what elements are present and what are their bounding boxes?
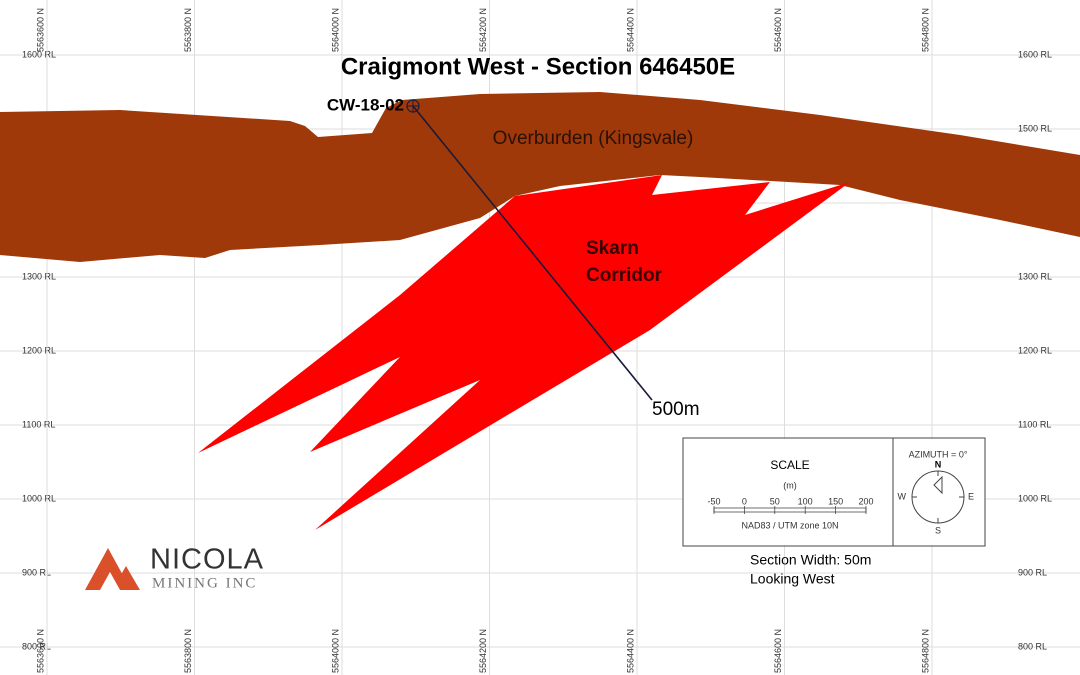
northing-label: 5563600 N bbox=[35, 629, 45, 673]
northing-label: 5563800 N bbox=[183, 8, 193, 52]
northing-label: 5564800 N bbox=[920, 629, 930, 673]
scale-box bbox=[682, 437, 986, 547]
scale-tick-label: -50 bbox=[707, 496, 720, 506]
skarn-corridor bbox=[198, 175, 850, 530]
scale-tick-label: 0 bbox=[742, 496, 747, 506]
overburden bbox=[0, 92, 1080, 262]
compass-n: N bbox=[935, 459, 942, 469]
elevation-label: 1100 RL bbox=[22, 419, 55, 429]
elevation-label: 900 RL bbox=[1018, 567, 1047, 577]
logo-subtitle: MINING INC bbox=[152, 575, 257, 591]
elevation-label: 1600 RL bbox=[1018, 49, 1052, 59]
northing-label: 5563600 N bbox=[35, 8, 45, 52]
elevation-label: 1200 RL bbox=[1018, 345, 1052, 355]
logo-mark-cut bbox=[100, 572, 120, 590]
elevation-label: 1200 RL bbox=[22, 345, 56, 355]
title: Craigmont West - Section 646450E bbox=[341, 53, 735, 80]
logo-name: NICOLA bbox=[150, 544, 264, 576]
elevation-label: 1500 RL bbox=[1018, 123, 1052, 133]
note: Section Width: 50m bbox=[750, 552, 871, 568]
elevation-label: 900 RL bbox=[22, 567, 51, 577]
northing-label: 5564000 N bbox=[330, 629, 340, 673]
northing-label: 5564000 N bbox=[330, 8, 340, 52]
elevation-label: 1000 RL bbox=[22, 493, 56, 503]
scale-tick-label: 200 bbox=[858, 496, 873, 506]
datum: NAD83 / UTM zone 10N bbox=[741, 520, 838, 530]
elevation-label: 800 RL bbox=[1018, 641, 1047, 651]
compass-s: S bbox=[935, 525, 941, 535]
compass-e: E bbox=[968, 491, 974, 501]
northing-label: 5564600 N bbox=[773, 629, 783, 673]
northing-label: 5564400 N bbox=[625, 629, 635, 673]
northing-label: 5564200 N bbox=[478, 629, 488, 673]
note: Looking West bbox=[750, 571, 835, 587]
scale-bar-body bbox=[713, 507, 867, 513]
elevation-label: 1100 RL bbox=[1018, 419, 1051, 429]
northing-label: 5563800 N bbox=[183, 629, 193, 673]
elevation-label: 800 RL bbox=[22, 641, 51, 651]
scale-tick-label: 50 bbox=[770, 496, 780, 506]
northing-label: 5564200 N bbox=[478, 8, 488, 52]
drillhole-id: CW-18-02 bbox=[327, 95, 404, 114]
scale-unit: (m) bbox=[783, 480, 797, 490]
scale-bar: -50 0 50 100 150 200 bbox=[707, 496, 874, 514]
overburden-label: Overburden (Kingsvale) bbox=[493, 128, 694, 149]
elevation-label: 1300 RL bbox=[1018, 271, 1052, 281]
northing-label: 5564600 N bbox=[773, 8, 783, 52]
compass-w: W bbox=[898, 491, 907, 501]
scale-tick-label: 150 bbox=[828, 496, 843, 506]
compass-ticks bbox=[912, 471, 964, 523]
scale-heading: SCALE bbox=[770, 458, 809, 472]
northing-label: 5564400 N bbox=[625, 8, 635, 52]
skarn-label: Corridor bbox=[586, 265, 663, 286]
elevation-label: 1000 RL bbox=[1018, 493, 1052, 503]
scale-tick-label: 100 bbox=[798, 496, 813, 506]
logo-mark bbox=[85, 548, 140, 590]
drillhole-trace bbox=[412, 105, 653, 401]
drillhole-depth: 500m bbox=[652, 399, 700, 420]
skarn-label: Skarn bbox=[586, 238, 639, 259]
northing-label: 5564800 N bbox=[920, 8, 930, 52]
elevation-label: 1300 RL bbox=[22, 271, 56, 281]
elevation-label: 1600 RL bbox=[22, 49, 56, 59]
azimuth: AZIMUTH = 0° bbox=[909, 449, 968, 459]
collar-cross bbox=[407, 100, 419, 112]
